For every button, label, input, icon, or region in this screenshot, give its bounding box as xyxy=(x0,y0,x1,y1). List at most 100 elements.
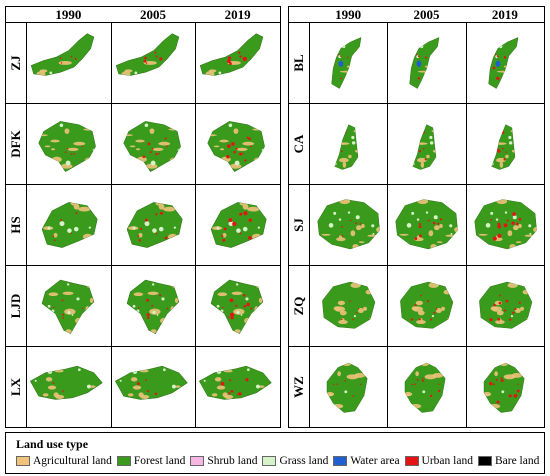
region-label: BL xyxy=(289,22,309,103)
legend-label: Shrub land xyxy=(207,455,258,467)
land-use-map xyxy=(387,103,466,184)
region-map-shape xyxy=(30,33,95,76)
legend-swatch xyxy=(333,456,348,466)
region-map-shape xyxy=(207,121,266,172)
region-map-shape xyxy=(211,279,264,334)
region-map-shape xyxy=(409,37,440,89)
region-label: LX xyxy=(6,346,26,427)
region-label: LJD xyxy=(6,265,26,346)
land-use-map xyxy=(110,265,196,346)
year-header: 1990 xyxy=(335,7,362,22)
region-map-shape xyxy=(115,33,179,76)
region-label: CA xyxy=(289,103,309,184)
legend-swatch xyxy=(404,456,419,466)
year-header: 2019 xyxy=(224,7,251,22)
legend-label: Urban land xyxy=(421,455,473,467)
legend-swatch xyxy=(477,456,492,466)
region-map-shape xyxy=(474,199,537,250)
legend-item: Agricultural land xyxy=(16,455,112,467)
region-map-shape xyxy=(322,281,376,329)
legend-swatch xyxy=(16,456,30,466)
region-map-shape xyxy=(483,362,525,413)
region-map-shape xyxy=(123,121,181,172)
land-use-map xyxy=(465,184,544,265)
region-map-shape xyxy=(488,37,519,89)
region-label: SJ xyxy=(289,184,309,265)
land-use-map xyxy=(387,265,466,346)
region-map-shape xyxy=(405,362,446,413)
region-map-shape xyxy=(41,202,98,248)
legend-item: Shrub land xyxy=(190,455,257,467)
land-use-map xyxy=(110,346,196,427)
region-map-shape xyxy=(334,124,359,170)
legend-item: Water area xyxy=(333,455,400,467)
legend-items: Agricultural land Forest land Shrub land Gr… xyxy=(16,455,544,467)
land-use-map xyxy=(26,184,111,265)
legend-label: Water area xyxy=(350,455,400,467)
region-map-shape xyxy=(41,279,95,334)
region-map-shape xyxy=(38,121,96,172)
land-use-map xyxy=(309,184,388,265)
land-use-map xyxy=(110,184,196,265)
region-map-shape xyxy=(126,202,183,248)
year-header: 2019 xyxy=(491,7,518,22)
region-label: WZ xyxy=(289,346,309,427)
legend-swatch xyxy=(116,456,131,466)
land-use-map xyxy=(465,103,544,184)
land-use-map xyxy=(195,103,280,184)
legend-label: Grass land xyxy=(279,455,329,467)
land-use-map xyxy=(309,346,388,427)
land-use-map xyxy=(26,346,111,427)
land-use-map xyxy=(26,22,111,103)
year-header: 2005 xyxy=(140,7,166,22)
land-use-map xyxy=(465,265,544,346)
year-header-left: 1990 2005 2019 xyxy=(26,7,280,22)
region-map-shape xyxy=(478,281,532,329)
land-use-map xyxy=(110,22,196,103)
region-map-shape xyxy=(126,279,179,334)
legend-label: Forest land xyxy=(133,455,186,467)
map-grid-left xyxy=(26,22,280,427)
land-use-map xyxy=(309,265,388,346)
region-label: HS xyxy=(6,184,26,265)
land-use-map xyxy=(110,103,196,184)
region-label: ZJ xyxy=(6,22,26,103)
land-use-map xyxy=(387,346,466,427)
region-map-shape xyxy=(326,362,368,413)
land-use-map xyxy=(387,184,466,265)
land-use-map xyxy=(195,184,280,265)
legend-item: Grass land xyxy=(262,455,328,467)
legend-swatch xyxy=(190,456,205,466)
region-map-shape xyxy=(491,124,515,170)
land-use-map xyxy=(195,346,280,427)
land-use-map xyxy=(309,103,388,184)
legend-item: Bare land xyxy=(477,455,540,467)
region-map-shape xyxy=(30,365,103,400)
region-map-shape xyxy=(114,365,188,400)
region-map-shape xyxy=(317,199,380,250)
land-use-map xyxy=(26,103,111,184)
year-header-right: 1990 2005 2019 xyxy=(309,7,544,22)
region-map-shape xyxy=(395,199,459,250)
land-use-map xyxy=(465,22,544,103)
region-map-shape xyxy=(412,124,437,170)
land-use-map xyxy=(195,22,280,103)
year-header: 1990 xyxy=(55,7,82,22)
land-use-map xyxy=(26,265,111,346)
region-map-shape xyxy=(200,33,264,76)
region-map-shape xyxy=(331,37,362,89)
legend-label: Bare land xyxy=(494,455,540,467)
land-use-map xyxy=(465,346,544,427)
legend-item: Urban land xyxy=(404,455,473,467)
legend-title: Land use type xyxy=(16,437,89,451)
right-map-panel: 1990 2005 2019 BL CA SJ ZQ WZ xyxy=(288,6,545,428)
region-map-shape xyxy=(199,365,272,400)
legend: Land use type Agricultural land Forest la… xyxy=(5,432,545,474)
land-use-map xyxy=(195,265,280,346)
legend-item: Forest land xyxy=(116,455,186,467)
region-map-shape xyxy=(400,281,454,329)
region-map-shape xyxy=(211,202,267,248)
land-use-map xyxy=(309,22,388,103)
region-label: ZQ xyxy=(289,265,309,346)
left-map-panel: 1990 2005 2019 ZJ DFK HS LJD LX xyxy=(5,6,281,428)
